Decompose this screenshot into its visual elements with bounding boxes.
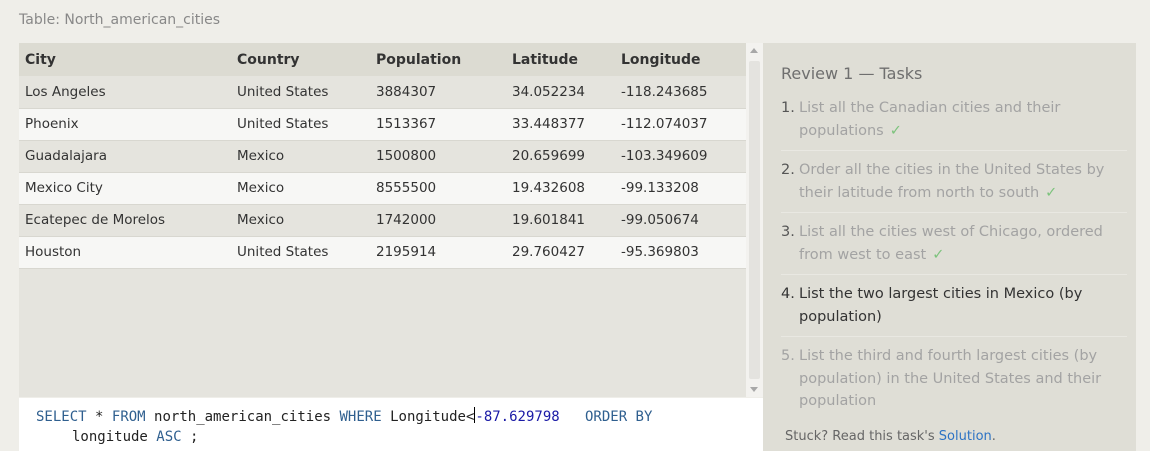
column-header-city: City: [19, 43, 231, 76]
column-header-latitude: Latitude: [506, 43, 615, 76]
task-text: List the two largest cities in Mexico (b…: [799, 286, 1083, 325]
stuck-hint: Stuck? Read this task's Solution.: [785, 429, 996, 444]
task-number: 4.: [781, 286, 795, 302]
sql-star: *: [95, 409, 104, 425]
task-item-3: 3. List all the cities west of Chicago, …: [781, 221, 1127, 275]
scroll-up-arrow-icon[interactable]: [750, 48, 758, 53]
task-item-1: 1. List all the Canadian cities and thei…: [781, 97, 1127, 151]
cell-population: 2195914: [370, 236, 506, 269]
results-table: City Country Population Latitude Longitu…: [19, 43, 746, 269]
column-header-population: Population: [370, 43, 506, 76]
cell-city: Los Angeles: [19, 76, 231, 109]
task-item-4: 4. List the two largest cities in Mexico…: [781, 283, 1127, 337]
cell-latitude: 19.601841: [506, 204, 615, 237]
cell-country: Mexico: [231, 204, 370, 237]
cell-population: 1500800: [370, 140, 506, 173]
task-number: 2.: [781, 162, 795, 178]
cell-population: 8555500: [370, 172, 506, 205]
sql-order-column: longitude: [72, 429, 148, 445]
sql-keyword-order-by: ORDER BY: [584, 409, 653, 425]
checkmark-icon: ✓: [889, 122, 902, 139]
sql-line-2: longitude ASC ;: [36, 427, 763, 447]
cell-longitude: -99.050674: [615, 204, 746, 237]
results-scrollbar[interactable]: [746, 43, 763, 397]
cell-latitude: 20.659699: [506, 140, 615, 173]
solution-link[interactable]: Solution: [938, 429, 992, 444]
sql-number-value: -87.629798: [475, 409, 560, 425]
sql-keyword-where: WHERE: [339, 409, 382, 425]
cell-latitude: 29.760427: [506, 236, 615, 269]
sql-operator: <: [465, 409, 475, 425]
task-text: List all the cities west of Chicago, ord…: [799, 224, 1103, 263]
task-item-5: 5. List the third and fourth largest cit…: [781, 345, 1127, 421]
cell-country: Mexico: [231, 172, 370, 205]
cell-longitude: -103.349609: [615, 140, 746, 173]
scroll-down-arrow-icon[interactable]: [750, 387, 758, 392]
sql-column-name: Longitude: [390, 409, 466, 425]
cell-longitude: -118.243685: [615, 76, 746, 109]
task-list: 1. List all the Canadian cities and thei…: [781, 97, 1127, 429]
sql-editor[interactable]: SELECT * FROM north_american_cities WHER…: [19, 398, 763, 451]
cell-population: 1742000: [370, 204, 506, 237]
task-text: List the third and fourth largest cities…: [799, 348, 1102, 409]
table-row: Phoenix United States 1513367 33.448377 …: [19, 108, 746, 141]
sql-keyword-select: SELECT: [36, 409, 87, 425]
cell-latitude: 19.432608: [506, 172, 615, 205]
cell-city: Guadalajara: [19, 140, 231, 173]
table-row: Mexico City Mexico 8555500 19.432608 -99…: [19, 172, 746, 205]
cell-city: Phoenix: [19, 108, 231, 141]
table-row: Los Angeles United States 3884307 34.052…: [19, 76, 746, 109]
table-caption: Table: North_american_cities: [19, 12, 221, 28]
cell-longitude: -99.133208: [615, 172, 746, 205]
scrollbar-thumb[interactable]: [749, 61, 760, 379]
cell-country: United States: [231, 76, 370, 109]
cell-city: Ecatepec de Morelos: [19, 204, 231, 237]
task-text: Order all the cities in the United State…: [799, 162, 1105, 201]
cell-city: Mexico City: [19, 172, 231, 205]
stuck-end: .: [991, 429, 996, 444]
sql-terminator: ;: [190, 429, 199, 445]
table-row: Ecatepec de Morelos Mexico 1742000 19.60…: [19, 204, 746, 237]
cell-city: Houston: [19, 236, 231, 269]
tasks-panel: Review 1 — Tasks 1. List all the Canadia…: [763, 43, 1136, 451]
sql-keyword-asc: ASC: [156, 429, 182, 445]
sql-keyword-from: FROM: [111, 409, 146, 425]
checkmark-icon: ✓: [1045, 184, 1058, 201]
cell-longitude: -95.369803: [615, 236, 746, 269]
tasks-title: Review 1 — Tasks: [781, 64, 923, 83]
header-row: City Country Population Latitude Longitu…: [19, 43, 746, 76]
cell-population: 1513367: [370, 108, 506, 141]
text-cursor: [474, 407, 476, 423]
cell-country: Mexico: [231, 140, 370, 173]
table-row: Houston United States 2195914 29.760427 …: [19, 236, 746, 269]
task-item-2: 2. Order all the cities in the United St…: [781, 159, 1127, 213]
cell-country: United States: [231, 236, 370, 269]
stuck-text: Stuck? Read this task's: [785, 429, 939, 444]
column-header-longitude: Longitude: [615, 43, 746, 76]
cell-latitude: 33.448377: [506, 108, 615, 141]
cell-country: United States: [231, 108, 370, 141]
cell-longitude: -112.074037: [615, 108, 746, 141]
column-header-country: Country: [231, 43, 370, 76]
task-number: 3.: [781, 224, 795, 240]
cell-latitude: 34.052234: [506, 76, 615, 109]
table-row: Guadalajara Mexico 1500800 20.659699 -10…: [19, 140, 746, 173]
checkmark-icon: ✓: [932, 246, 945, 263]
results-panel: City Country Population Latitude Longitu…: [19, 43, 746, 397]
task-text: List all the Canadian cities and their p…: [799, 100, 1061, 139]
cell-population: 3884307: [370, 76, 506, 109]
task-number: 5.: [781, 348, 795, 364]
sql-table-name: north_american_cities: [154, 409, 332, 425]
task-number: 1.: [781, 100, 795, 116]
